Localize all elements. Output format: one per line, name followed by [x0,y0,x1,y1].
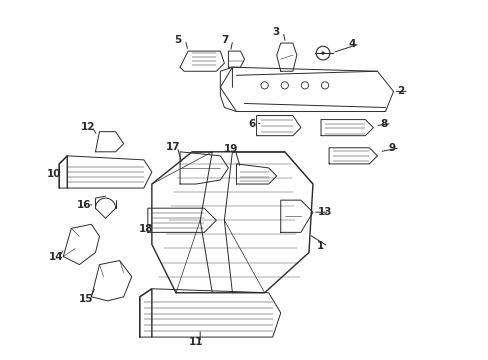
Text: 18: 18 [139,224,153,234]
Text: 13: 13 [318,207,332,217]
Text: 7: 7 [221,35,228,45]
Text: 10: 10 [47,169,61,179]
Text: 3: 3 [271,27,279,37]
Text: 12: 12 [81,122,95,132]
Text: 15: 15 [79,294,93,304]
Text: 16: 16 [77,200,91,210]
Text: 14: 14 [48,252,63,261]
Text: 8: 8 [380,118,387,129]
Text: 11: 11 [188,337,203,347]
Text: 4: 4 [348,39,355,49]
Text: 2: 2 [397,86,404,96]
Text: 19: 19 [223,144,238,154]
Text: 17: 17 [165,142,180,152]
Circle shape [321,51,324,55]
Text: 6: 6 [248,118,255,129]
Text: 9: 9 [388,143,395,153]
Text: 1: 1 [316,242,324,251]
Text: 5: 5 [174,35,181,45]
